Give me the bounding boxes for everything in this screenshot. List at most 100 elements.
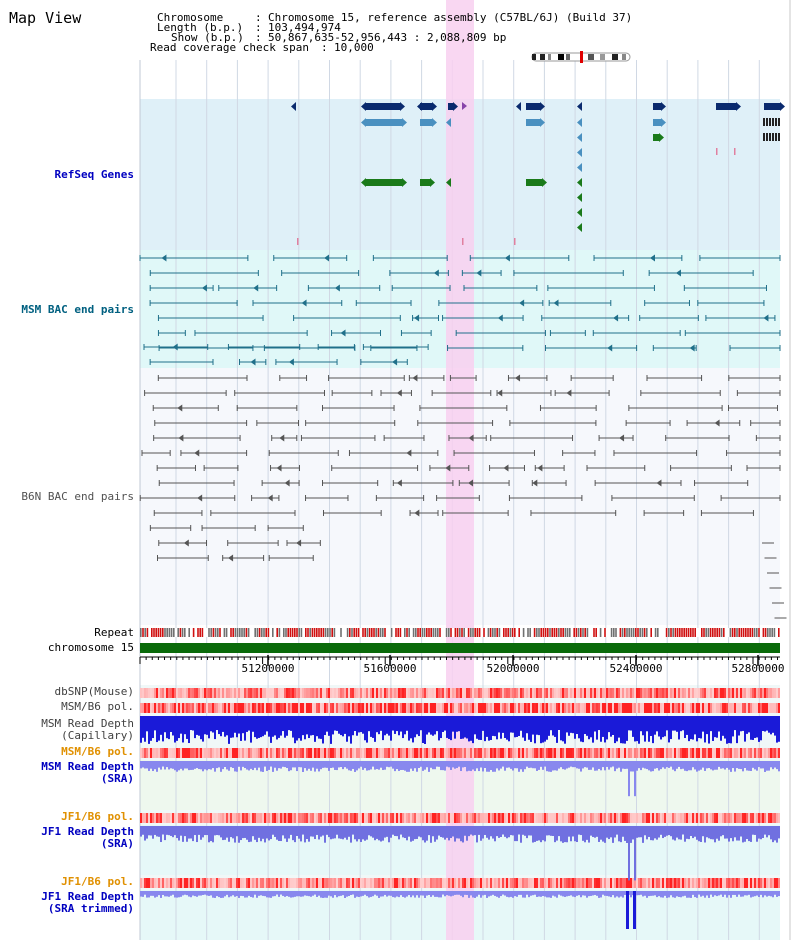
heat-cell <box>406 688 408 698</box>
track-label-b6n-bac[interactable]: B6N BAC end pairs <box>21 490 134 503</box>
heat-cell <box>426 748 428 758</box>
read-depth-bar <box>630 716 632 731</box>
read-depth-bar <box>610 716 612 737</box>
read-depth-bar <box>212 761 214 769</box>
bac-end-arrow <box>340 329 346 337</box>
read-depth-bar <box>736 826 738 841</box>
read-depth-bar <box>246 891 248 898</box>
repeat-mark <box>234 628 237 637</box>
read-depth-bar <box>738 761 740 769</box>
read-depth-bar <box>572 826 574 837</box>
heat-cell <box>498 688 500 698</box>
heat-cell <box>602 878 604 888</box>
read-depth-bar <box>694 891 696 898</box>
read-depth-bar <box>182 891 184 896</box>
heat-cell <box>742 688 744 698</box>
heat-cell <box>352 813 354 823</box>
heat-cell <box>174 878 176 888</box>
heat-cell <box>710 813 712 823</box>
read-depth-bar <box>152 891 154 896</box>
heat-cell <box>566 813 568 823</box>
read-depth-bar <box>414 761 416 769</box>
heat-cell <box>674 703 676 713</box>
heat-cell <box>674 688 676 698</box>
read-depth-bar <box>608 826 610 840</box>
heat-cell <box>772 748 774 758</box>
heat-cell <box>496 813 498 823</box>
heat-cell <box>420 703 422 713</box>
heat-cell <box>416 703 418 713</box>
heat-cell <box>412 688 414 698</box>
read-depth-bar <box>560 891 562 896</box>
heat-cell <box>670 878 672 888</box>
heat-cell <box>532 748 534 758</box>
heat-cell <box>750 748 752 758</box>
read-depth-bar <box>420 716 422 731</box>
repeat-mark <box>599 628 602 637</box>
read-depth-bar <box>716 826 718 839</box>
heat-cell <box>234 813 236 823</box>
read-depth-bar <box>580 716 582 742</box>
heat-cell <box>470 748 472 758</box>
read-depth-bar <box>510 716 512 733</box>
read-depth-bar <box>362 761 364 770</box>
heat-cell <box>774 813 776 823</box>
read-depth-bar <box>240 826 242 841</box>
repeat-mark <box>549 628 551 637</box>
repeat-mark <box>511 628 514 637</box>
heat-cell <box>362 813 364 823</box>
repeat-mark <box>278 628 281 637</box>
heat-cell <box>698 703 700 713</box>
track-label-msm-bac[interactable]: MSM BAC end pairs <box>21 303 134 316</box>
heat-cell <box>594 688 596 698</box>
heat-cell <box>316 878 318 888</box>
bac-end-arrow <box>414 314 420 322</box>
read-depth-bar <box>188 761 190 771</box>
repeat-mark <box>694 628 696 637</box>
repeat-mark <box>351 628 353 637</box>
heat-cell <box>742 703 744 713</box>
read-depth-bar <box>468 826 470 837</box>
read-depth-bar <box>286 716 288 736</box>
heat-cell <box>496 748 498 758</box>
heat-cell <box>624 748 626 758</box>
heat-cell <box>464 703 466 713</box>
heat-cell <box>192 688 194 698</box>
read-depth-bar <box>212 826 214 843</box>
repeat-mark <box>153 628 155 637</box>
read-depth-bar <box>334 826 336 839</box>
bac-end-arrow <box>197 494 203 502</box>
coverage-label: Read coverage check span <box>150 41 309 54</box>
repeat-mark <box>368 628 371 637</box>
read-depth-bar <box>420 761 422 767</box>
heat-cell <box>752 813 754 823</box>
track-label-refseq-genes[interactable]: RefSeq Genes <box>54 168 134 181</box>
heat-cell <box>252 813 254 823</box>
heat-cell <box>358 878 360 888</box>
heat-cell <box>212 878 214 888</box>
heat-cell <box>420 688 422 698</box>
read-depth-bar <box>670 891 672 896</box>
heat-cell <box>642 878 644 888</box>
read-depth-bar <box>240 891 242 896</box>
heat-cell <box>392 878 394 888</box>
read-depth-bar <box>400 826 402 835</box>
heat-cell <box>470 703 472 713</box>
heat-cell <box>352 748 354 758</box>
heat-cell <box>518 878 520 888</box>
read-depth-bar <box>310 891 312 897</box>
bac-end-arrow <box>334 284 340 292</box>
read-depth-bar <box>562 716 564 742</box>
heat-cell <box>300 703 302 713</box>
read-depth-bar <box>532 716 534 735</box>
heat-cell <box>218 878 220 888</box>
read-depth-bar <box>774 716 776 736</box>
read-depth-bar <box>510 826 512 836</box>
read-depth-bar <box>312 761 314 768</box>
read-depth-bar <box>698 761 700 771</box>
gene-arrow <box>430 178 435 187</box>
read-depth-bar <box>162 761 164 767</box>
heat-cell <box>180 878 182 888</box>
read-depth-bar <box>660 716 662 740</box>
